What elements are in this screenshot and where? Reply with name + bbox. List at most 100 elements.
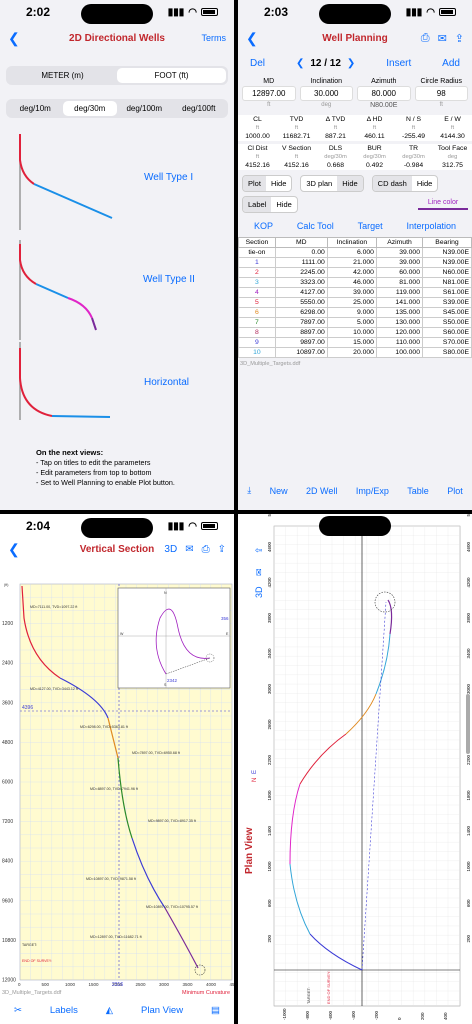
rate-deg100m[interactable]: deg/100m [126, 104, 163, 113]
rate-deg30m[interactable]: deg/30m [62, 101, 117, 116]
printer-icon[interactable]: ⎙ [420, 31, 430, 44]
back-chevron-icon[interactable]: ❮ [8, 540, 20, 557]
md-input[interactable]: 12897.00 [242, 86, 296, 101]
unit-foot[interactable]: FOOT (ft) [117, 68, 226, 83]
cd-dash-hide-button[interactable]: Hide [416, 179, 433, 188]
plot-hide-button[interactable]: Hide [270, 179, 287, 188]
unit-meter[interactable]: METER (m) [41, 71, 84, 80]
3d-button[interactable]: 3D [164, 543, 178, 555]
plan-target-circle[interactable] [374, 591, 396, 613]
share-icon[interactable]: ⇪ [254, 546, 264, 554]
table-row[interactable]: 1 1111.00 21.000 39.000 N39.00E [238, 257, 472, 268]
target-circle[interactable] [194, 964, 206, 976]
line-color-control[interactable]: Line color [418, 199, 468, 210]
cd-dash-button[interactable]: CD dash [372, 176, 412, 191]
path-section-1[interactable] [21, 585, 61, 679]
column-header[interactable]: Section [238, 237, 276, 248]
table-row[interactable]: 9 9897.00 15.000 110.000 S70.00E [238, 337, 472, 348]
table-row[interactable]: 7 7897.00 5.000 130.000 S50.00E [238, 317, 472, 328]
prev-record-icon[interactable]: ❮ [295, 57, 305, 69]
plan-section-3[interactable] [289, 783, 301, 865]
add-button[interactable]: Add [442, 57, 460, 69]
plan-section-2[interactable] [289, 863, 311, 935]
well2-hold[interactable] [91, 317, 97, 331]
well1-tangent[interactable] [33, 183, 113, 219]
well3-lateral[interactable] [51, 415, 111, 418]
well-type-1-link[interactable]: Well Type I [144, 172, 194, 183]
next-record-icon[interactable]: ❯ [346, 57, 356, 69]
share-icon[interactable]: ⇪ [217, 543, 226, 555]
table-row[interactable]: 8 8897.00 10.000 120.000 S60.00E [238, 327, 472, 338]
labels-button[interactable]: Labels [49, 1005, 78, 1016]
mail-icon[interactable]: ✉ [185, 543, 194, 555]
target-button[interactable]: Target [357, 221, 383, 231]
column-header[interactable]: Inclination [326, 237, 377, 248]
rate-deg100ft[interactable]: deg/100ft [182, 104, 216, 113]
rate-deg10m[interactable]: deg/10m [19, 104, 51, 113]
2d-well-button[interactable]: 2D Well [306, 485, 338, 496]
path-section-6[interactable] [164, 907, 199, 969]
column-header[interactable]: Bearing [422, 237, 472, 248]
plan-view-plot[interactable]: 200 200 600 600 1000 1000 1400 1400 1800 1800 2200… [238, 514, 472, 1024]
well3-build[interactable] [19, 348, 53, 417]
path-section-5[interactable] [131, 837, 166, 909]
3d-plan-hide-button[interactable]: Hide [337, 176, 363, 191]
path-section-3[interactable] [107, 717, 119, 759]
radius-input[interactable]: 98 [414, 86, 468, 101]
table-row[interactable]: 2 2245.00 42.000 60.000 N60.00E [238, 267, 472, 278]
plot-nav-button[interactable]: Plot [447, 485, 463, 496]
table-row[interactable]: 6 6298.00 9.000 135.000 S45.00E [238, 307, 472, 318]
insert-button[interactable]: Insert [386, 57, 412, 69]
back-chevron-icon[interactable]: ❮ [8, 29, 20, 46]
save-icon[interactable]: ⤓ [247, 485, 252, 495]
well2-build[interactable] [19, 244, 37, 285]
table-row[interactable]: 10 10897.00 20.000 100.000 S80.00E [238, 347, 472, 358]
plan-section-4[interactable] [299, 733, 347, 785]
table-icon[interactable]: ▤ [211, 1005, 220, 1016]
delete-button[interactable]: Del [250, 57, 266, 69]
calc-tool-button[interactable]: Calc Tool [296, 221, 334, 231]
plan-section-6[interactable] [375, 633, 391, 695]
new-button[interactable]: New [269, 485, 288, 496]
well2-drop[interactable] [67, 297, 93, 319]
table-row[interactable]: 4 4127.00 39.000 119.000 S61.00E [238, 287, 472, 298]
column-header[interactable]: Azimuth [375, 237, 424, 248]
printer-icon[interactable]: ⎙ [201, 543, 210, 555]
terms-button[interactable]: Terms [201, 33, 227, 43]
plan-section-5[interactable] [345, 693, 377, 735]
plan-view-title[interactable]: Plan View [244, 827, 255, 874]
table-row[interactable]: tie-on 0.00 6.000 39.000 N39.00E [238, 247, 472, 258]
page-title[interactable]: 2D Directional Wells [69, 32, 165, 44]
3d-button[interactable]: 3D [254, 586, 264, 598]
tools-icon[interactable]: ✂ [13, 1005, 22, 1016]
well2-tangent[interactable] [35, 283, 69, 299]
table-row[interactable]: 5 5550.00 25.000 141.000 S39.00E [238, 297, 472, 308]
imp-exp-button[interactable]: Imp/Exp [355, 485, 389, 496]
path-section-4[interactable] [117, 757, 133, 839]
well1-build[interactable] [19, 134, 35, 185]
well-type-2-link[interactable]: Well Type II [143, 274, 195, 285]
plot-button[interactable]: Plot [243, 176, 266, 191]
back-chevron-icon[interactable]: ❮ [246, 29, 258, 46]
kop-button[interactable]: KOP [253, 221, 273, 231]
label-button[interactable]: Label [243, 197, 272, 212]
label-hide-button[interactable]: Hide [276, 200, 292, 209]
interpolation-button[interactable]: Interpolation [406, 221, 457, 231]
azimuth-input[interactable]: 80.000 [357, 86, 411, 101]
plan-view-button[interactable]: Plan View [141, 1005, 184, 1016]
column-header[interactable]: MD [274, 237, 328, 248]
path-section-2[interactable] [59, 677, 109, 719]
ruler-icon[interactable]: ◭ [105, 1005, 114, 1016]
inclination-input[interactable]: 30.000 [299, 86, 353, 101]
3d-plan-button[interactable]: 3D plan [306, 179, 333, 188]
mail-icon[interactable]: ✉ [254, 568, 264, 576]
plan-section-1[interactable] [309, 933, 363, 971]
inset-plan-view[interactable]: N E S W 356 2342 [117, 587, 231, 689]
share-icon[interactable]: ⇪ [454, 32, 464, 45]
table-row[interactable]: 3 3323.00 46.000 81.000 N81.00E [238, 277, 472, 288]
horizontal-link[interactable]: Horizontal [144, 377, 190, 388]
scroll-indicator[interactable] [466, 694, 470, 754]
mail-icon[interactable]: ✉ [437, 32, 447, 45]
plan-section-7[interactable] [387, 599, 393, 635]
vertical-section-plot[interactable]: (ft) 1200 2400 3600 4800 6000 7200 8400 9600 108… [0, 578, 234, 988]
